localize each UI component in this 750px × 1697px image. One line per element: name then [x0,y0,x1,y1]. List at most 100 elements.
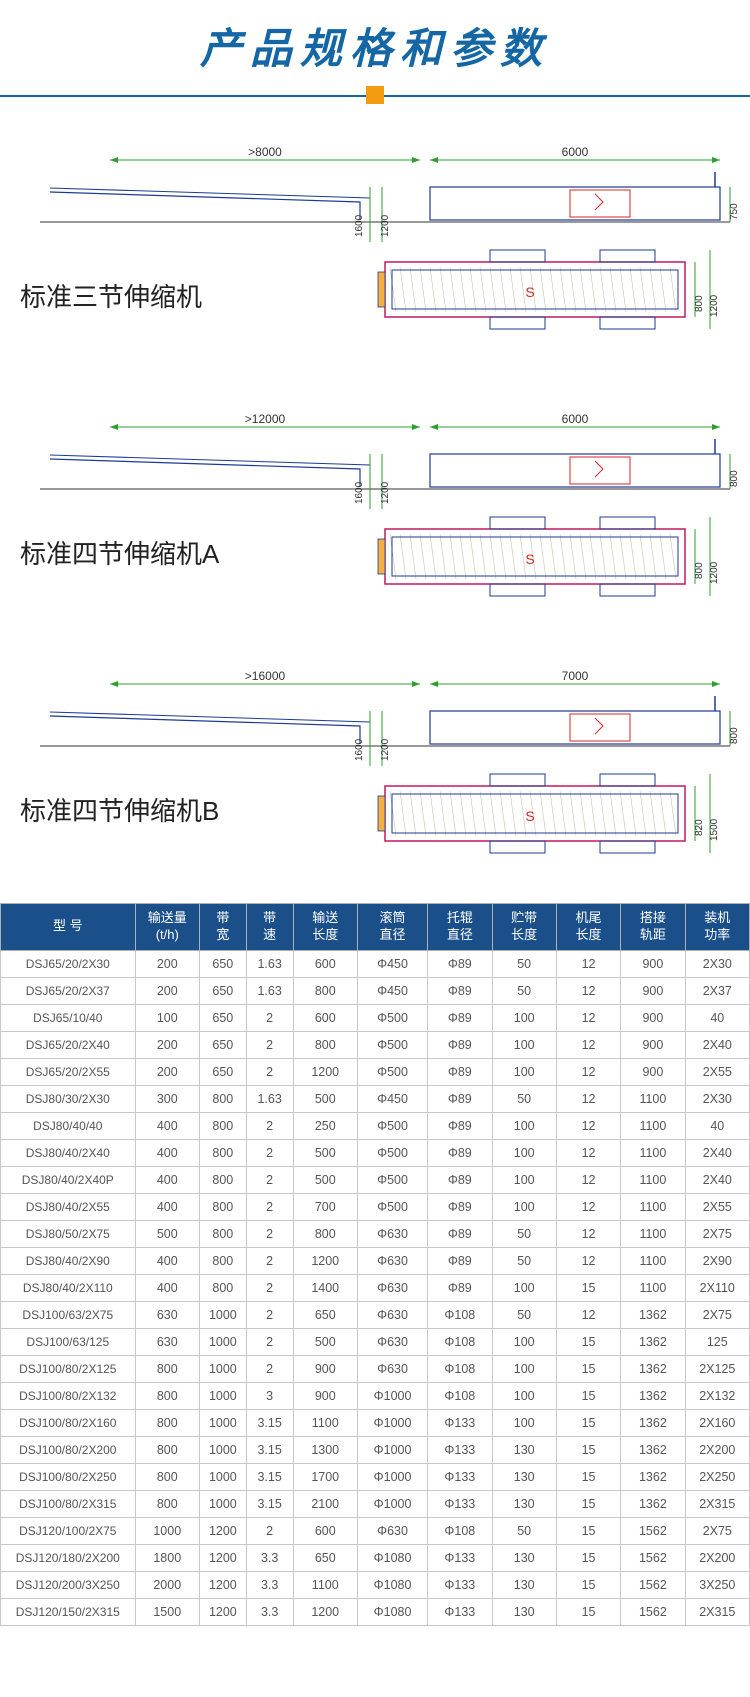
table-cell: Φ89 [428,1247,492,1274]
table-cell: 12 [556,1112,620,1139]
table-cell: 1.63 [246,950,293,977]
svg-text:6000: 6000 [562,145,589,159]
svg-text:820: 820 [694,819,705,836]
table-cell: 2X40 [685,1031,749,1058]
table-cell: 15 [556,1598,620,1625]
table-cell: DSJ120/150/2X315 [1,1598,136,1625]
table-cell: 2 [246,1301,293,1328]
svg-text:6000: 6000 [562,412,589,426]
table-cell: Φ89 [428,1220,492,1247]
table-cell: 15 [556,1517,620,1544]
table-cell: Φ630 [357,1355,427,1382]
table-cell: 1200 [199,1544,246,1571]
table-cell: Φ133 [428,1544,492,1571]
table-cell: 3.3 [246,1544,293,1571]
table-cell: 1000 [199,1409,246,1436]
table-cell: 650 [199,977,246,1004]
table-cell: 2100 [293,1490,357,1517]
table-cell: 600 [293,1004,357,1031]
table-column-header: 型 号 [1,904,136,951]
table-cell: DSJ80/40/2X55 [1,1193,136,1220]
table-cell: 50 [492,1220,556,1247]
table-cell: Φ630 [357,1328,427,1355]
table-cell: 100 [492,1139,556,1166]
table-cell: 200 [135,977,199,1004]
table-cell: 50 [492,1085,556,1112]
table-cell: 50 [492,950,556,977]
table-cell: Φ89 [428,1112,492,1139]
table-row: DSJ65/20/2X402006502800Φ500Φ89100129002X… [1,1031,750,1058]
table-cell: 2X75 [685,1517,749,1544]
table-cell: Φ630 [357,1301,427,1328]
table-column-header: 机尾长度 [556,904,620,951]
table-cell: 15 [556,1274,620,1301]
table-cell: 12 [556,950,620,977]
table-cell: DSJ80/40/40 [1,1112,136,1139]
table-cell: Φ133 [428,1490,492,1517]
table-cell: 650 [199,950,246,977]
table-cell: DSJ100/80/2X315 [1,1490,136,1517]
table-cell: Φ89 [428,977,492,1004]
table-cell: Φ89 [428,1139,492,1166]
table-cell: 1200 [199,1571,246,1598]
table-cell: Φ1080 [357,1544,427,1571]
svg-text:750: 750 [729,203,740,220]
table-cell: 12 [556,1085,620,1112]
svg-text:>16000: >16000 [245,669,286,683]
table-cell: 3X250 [685,1571,749,1598]
table-row: DSJ100/80/2X25080010003.151700Φ1000Φ1331… [1,1463,750,1490]
table-cell: Φ500 [357,1112,427,1139]
table-cell: Φ133 [428,1598,492,1625]
table-cell: 1700 [293,1463,357,1490]
table-cell: 400 [135,1247,199,1274]
table-row: DSJ100/80/2X20080010003.151300Φ1000Φ1331… [1,1436,750,1463]
table-cell: 2 [246,1517,293,1544]
table-cell: 500 [293,1085,357,1112]
table-cell: 1400 [293,1274,357,1301]
table-row: DSJ100/80/2X13280010003900Φ1000Φ10810015… [1,1382,750,1409]
table-cell: 2 [246,1328,293,1355]
table-cell: 400 [135,1139,199,1166]
table-cell: 100 [492,1355,556,1382]
table-column-header: 输送量(t/h) [135,904,199,951]
table-row: DSJ65/10/401006502600Φ500Φ891001290040 [1,1004,750,1031]
table-cell: 3 [246,1382,293,1409]
table-cell: Φ450 [357,1085,427,1112]
table-cell: 900 [621,1004,685,1031]
table-cell: DSJ65/20/2X55 [1,1058,136,1085]
table-column-header: 搭接轨距 [621,904,685,951]
table-cell: 3.15 [246,1463,293,1490]
table-cell: DSJ80/50/2X75 [1,1220,136,1247]
table-cell: 2 [246,1139,293,1166]
table-cell: 800 [293,1220,357,1247]
table-cell: Φ89 [428,1193,492,1220]
table-cell: Φ630 [357,1247,427,1274]
table-cell: 2 [246,1058,293,1085]
table-cell: 1.63 [246,977,293,1004]
table-cell: 1362 [621,1463,685,1490]
table-cell: 1100 [293,1571,357,1598]
table-cell: 2X37 [685,977,749,1004]
svg-text:1200: 1200 [709,294,720,317]
table-cell: 12 [556,1031,620,1058]
table-cell: 1.63 [246,1085,293,1112]
table-cell: 1000 [199,1436,246,1463]
table-cell: DSJ65/10/40 [1,1004,136,1031]
table-cell: 100 [492,1166,556,1193]
table-cell: 1000 [199,1490,246,1517]
table-cell: Φ89 [428,950,492,977]
table-cell: 1100 [621,1139,685,1166]
table-cell: DSJ120/100/2X75 [1,1517,136,1544]
table-cell: DSJ100/80/2X125 [1,1355,136,1382]
table-cell: 800 [199,1085,246,1112]
table-cell: 800 [199,1193,246,1220]
table-cell: DSJ80/40/2X40P [1,1166,136,1193]
table-cell: 100 [492,1382,556,1409]
table-cell: DSJ100/80/2X160 [1,1409,136,1436]
table-cell: 630 [135,1301,199,1328]
table-cell: 100 [492,1409,556,1436]
table-cell: 1100 [293,1409,357,1436]
table-cell: 800 [135,1409,199,1436]
diagram-block: >16000700016001200800S8201500标准四节伸缩机B [0,646,750,903]
title-divider [0,86,750,104]
